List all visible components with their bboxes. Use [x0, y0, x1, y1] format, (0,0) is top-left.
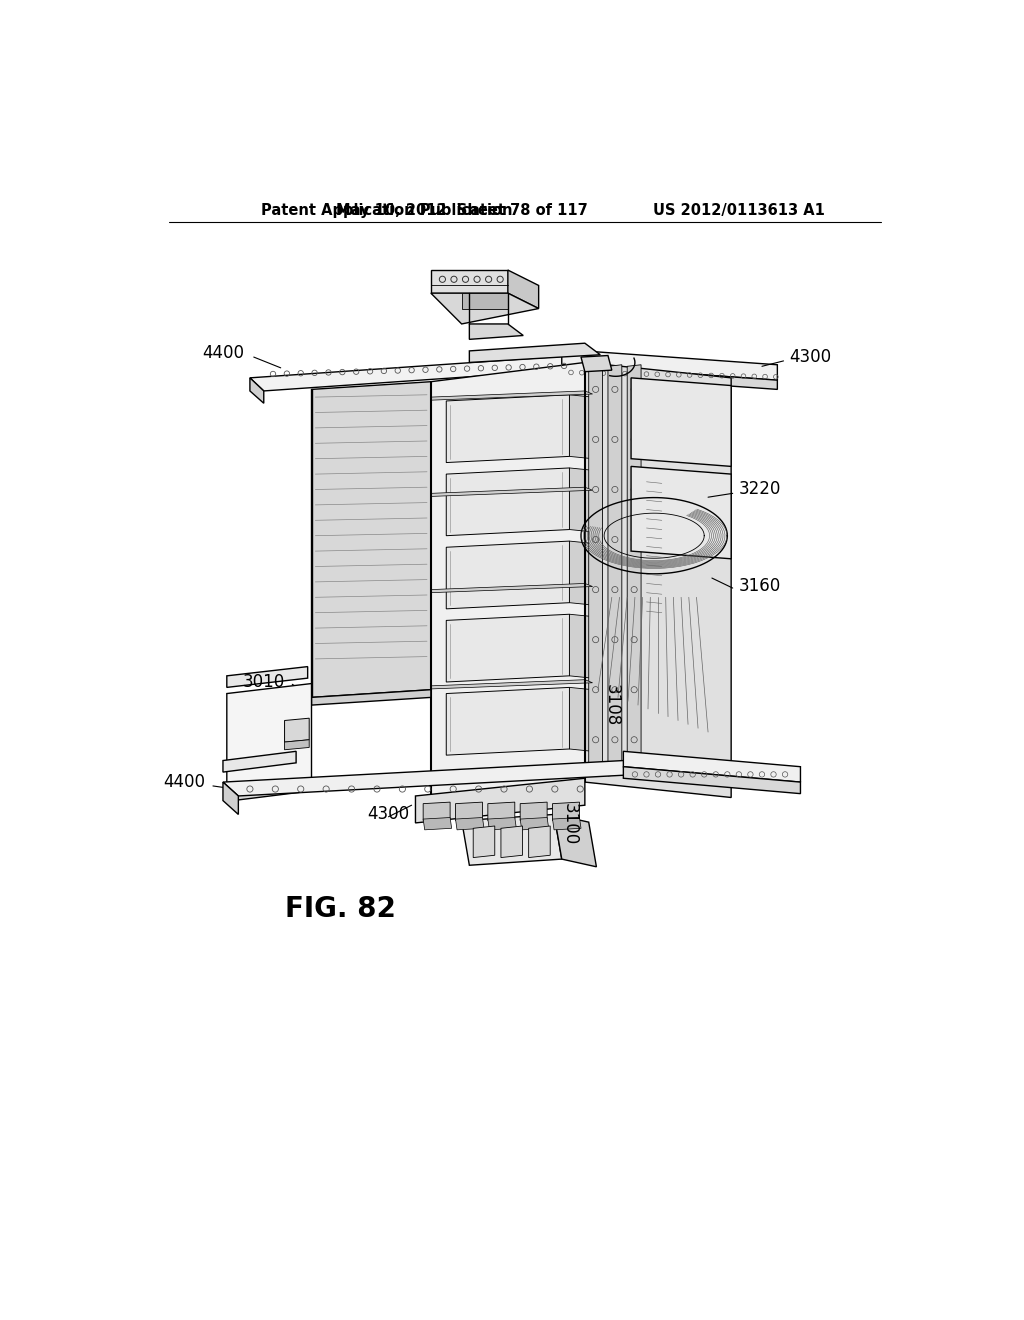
Polygon shape [423, 817, 452, 830]
Polygon shape [569, 688, 593, 751]
Polygon shape [431, 487, 593, 496]
Text: 3160: 3160 [739, 577, 781, 595]
Polygon shape [446, 395, 569, 462]
Text: US 2012/0113613 A1: US 2012/0113613 A1 [653, 203, 824, 218]
Polygon shape [226, 667, 307, 688]
Polygon shape [446, 614, 569, 682]
Polygon shape [569, 541, 593, 605]
Text: 4400: 4400 [163, 774, 205, 791]
Polygon shape [456, 817, 484, 830]
Polygon shape [456, 803, 482, 821]
Polygon shape [520, 817, 549, 830]
Polygon shape [446, 688, 569, 755]
Polygon shape [226, 684, 311, 800]
Polygon shape [554, 814, 596, 867]
Text: 3010: 3010 [243, 673, 285, 690]
Polygon shape [469, 323, 523, 339]
Polygon shape [446, 469, 569, 536]
Polygon shape [250, 378, 264, 404]
Text: 4300: 4300 [788, 348, 831, 366]
Polygon shape [581, 355, 611, 372]
Polygon shape [487, 817, 516, 830]
Polygon shape [226, 780, 307, 801]
Polygon shape [628, 364, 641, 776]
Text: 3100: 3100 [560, 804, 579, 846]
Text: 3108: 3108 [602, 684, 621, 726]
Polygon shape [431, 363, 585, 801]
Polygon shape [431, 680, 593, 689]
Polygon shape [569, 469, 593, 532]
Text: 4400: 4400 [203, 345, 245, 362]
Polygon shape [528, 826, 550, 858]
Polygon shape [462, 814, 562, 866]
Polygon shape [431, 583, 593, 593]
Polygon shape [469, 343, 600, 363]
Polygon shape [431, 293, 539, 323]
Polygon shape [223, 751, 296, 772]
Polygon shape [462, 293, 508, 309]
Polygon shape [562, 350, 777, 380]
Polygon shape [624, 767, 801, 793]
Polygon shape [431, 391, 593, 400]
Text: Patent Application Publication: Patent Application Publication [261, 203, 513, 218]
Polygon shape [501, 826, 522, 858]
Polygon shape [569, 395, 593, 459]
Polygon shape [285, 718, 309, 742]
Polygon shape [223, 760, 639, 796]
Polygon shape [311, 689, 431, 705]
Polygon shape [631, 466, 731, 558]
Polygon shape [446, 541, 569, 609]
Polygon shape [250, 355, 599, 391]
Polygon shape [311, 381, 431, 697]
Polygon shape [553, 803, 580, 821]
Text: 3220: 3220 [739, 480, 781, 499]
Polygon shape [585, 363, 731, 797]
Polygon shape [569, 614, 593, 678]
Polygon shape [520, 803, 547, 821]
Polygon shape [431, 271, 508, 293]
Polygon shape [223, 781, 239, 814]
Polygon shape [608, 364, 622, 776]
Polygon shape [423, 803, 451, 821]
Text: 4300: 4300 [368, 805, 410, 824]
Polygon shape [624, 751, 801, 781]
Polygon shape [589, 364, 602, 776]
Polygon shape [487, 803, 515, 821]
Polygon shape [508, 271, 539, 309]
Polygon shape [416, 779, 585, 822]
Polygon shape [553, 817, 581, 830]
Text: May 10, 2012  Sheet 78 of 117: May 10, 2012 Sheet 78 of 117 [336, 203, 588, 218]
Polygon shape [285, 739, 309, 750]
Polygon shape [562, 364, 777, 389]
Text: FIG. 82: FIG. 82 [285, 895, 395, 923]
Polygon shape [631, 378, 731, 466]
Polygon shape [473, 826, 495, 858]
